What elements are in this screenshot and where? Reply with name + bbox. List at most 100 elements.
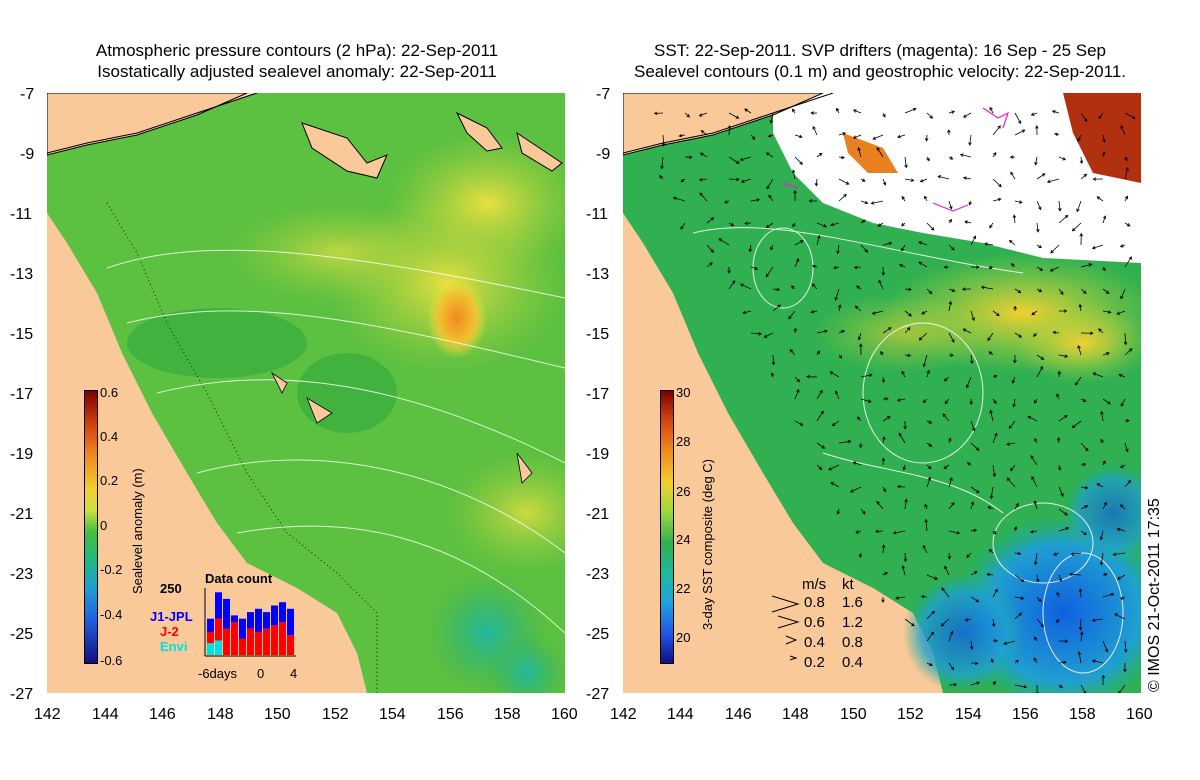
x-tick: 156 [437,706,464,723]
velocity-arrow [948,332,955,343]
data-count-bar-j1 [271,605,278,626]
velocity-arrow [852,134,862,139]
legend-kt: 0.4 [842,654,863,671]
velocity-arrow [1102,460,1106,466]
velocity-arrow [948,300,953,312]
x-tick: 150 [840,706,867,723]
velocity-arrow [988,265,994,270]
velocity-arrow [926,156,930,162]
velocity-arrow [926,662,933,667]
velocity-arrow [830,482,840,488]
velocity-arrow [896,398,906,402]
velocity-arrow [920,594,928,599]
pressure-contours [106,249,565,634]
velocity-arrow [948,630,954,642]
velocity-arrow [1124,222,1131,227]
velocity-arrow [750,198,761,202]
velocity-arrow [854,305,862,312]
velocity-arrow [988,351,994,356]
velocity-arrow [970,420,976,432]
velocity-arrow [878,279,884,290]
velocity-arrow [810,310,818,314]
velocity-arrow [740,283,752,290]
velocity-arrow [904,156,908,169]
velocity-arrow [968,134,972,146]
legend-ms: 0.8 [804,594,825,611]
legend-header-kt: kt [842,576,854,593]
velocity-arrow [1003,640,1016,645]
velocity-arrow [1124,112,1136,119]
velocity-arrow [1030,455,1038,466]
velocity-arrow [860,178,866,182]
velocity-arrow [926,631,935,642]
velocity-arrow [1035,684,1039,693]
cb-tick: 20 [676,630,691,645]
velocity-arrow [1010,263,1016,268]
velocity-arrow [940,618,950,627]
x-tick: 158 [1069,706,1096,723]
velocity-arrow [1036,222,1040,233]
velocity-arrow [1080,684,1087,693]
velocity-arrow [882,436,886,444]
island-bougainville [455,111,503,152]
velocity-arrow [860,200,869,205]
velocity-arrow [948,530,961,535]
velocity-arrow [740,178,752,183]
velocity-arrow [924,503,928,510]
velocity-arrow [860,373,873,378]
velocity-arrow [1058,214,1069,224]
velocity-arrow [987,332,994,342]
velocity-arrow [1014,332,1023,338]
x-tick: 142 [34,706,61,723]
velocity-arrow [1099,530,1104,541]
velocity-arrow [918,241,928,246]
velocity-arrow [1029,529,1038,534]
velocity-arrow [918,261,928,268]
velocity-arrow [1036,200,1042,211]
data-count-bar-j1 [223,598,230,629]
velocity-arrow [922,398,928,404]
velocity-arrow [698,112,708,117]
velocity-arrow [860,398,872,403]
data-count-bar-j1 [215,592,222,619]
velocity-arrow [1102,288,1110,294]
velocity-arrow [882,486,887,493]
data-count-bar-j2 [287,635,294,655]
velocity-arrow [970,661,979,666]
velocity-arrow [794,156,803,165]
y-tick: -27 [10,686,34,703]
velocity-arrow [882,416,891,422]
x-tick: 146 [149,706,176,723]
velocity-arrow [1117,574,1126,580]
legend-kt: 0.8 [842,634,863,651]
velocity-arrow [1036,365,1044,378]
velocity-arrow [1080,631,1084,642]
velocity-arrow [794,376,801,383]
velocity-arrow [1008,239,1016,246]
velocity-arrow [1012,214,1017,224]
velocity-arrow [838,439,852,444]
velocity-arrow [898,432,906,444]
velocity-arrow [882,178,887,186]
velocity-arrow [1116,527,1126,532]
velocity-arrow [1014,574,1025,583]
velocity-arrow [816,410,824,422]
velocity-arrow [1056,393,1060,400]
velocity-arrow [1077,134,1082,142]
velocity-arrow [1124,156,1128,162]
velocity-arrow [1077,345,1082,356]
velocity-arrow [948,477,953,488]
velocity-arrow [943,376,950,382]
velocity-arrow [948,244,955,251]
velocity-arrow [990,658,995,664]
velocity-arrow [653,111,664,116]
velocity-arrow [1078,618,1083,631]
velocity-arrow [838,354,843,359]
velocity-arrow [1033,552,1038,566]
velocity-arrow [948,353,955,357]
data-count-bar-j2 [223,628,230,655]
velocity-arrow [816,442,826,449]
velocity-arrow [947,129,951,136]
cb-tick: 0.4 [100,429,119,444]
velocity-arrow [794,258,800,268]
